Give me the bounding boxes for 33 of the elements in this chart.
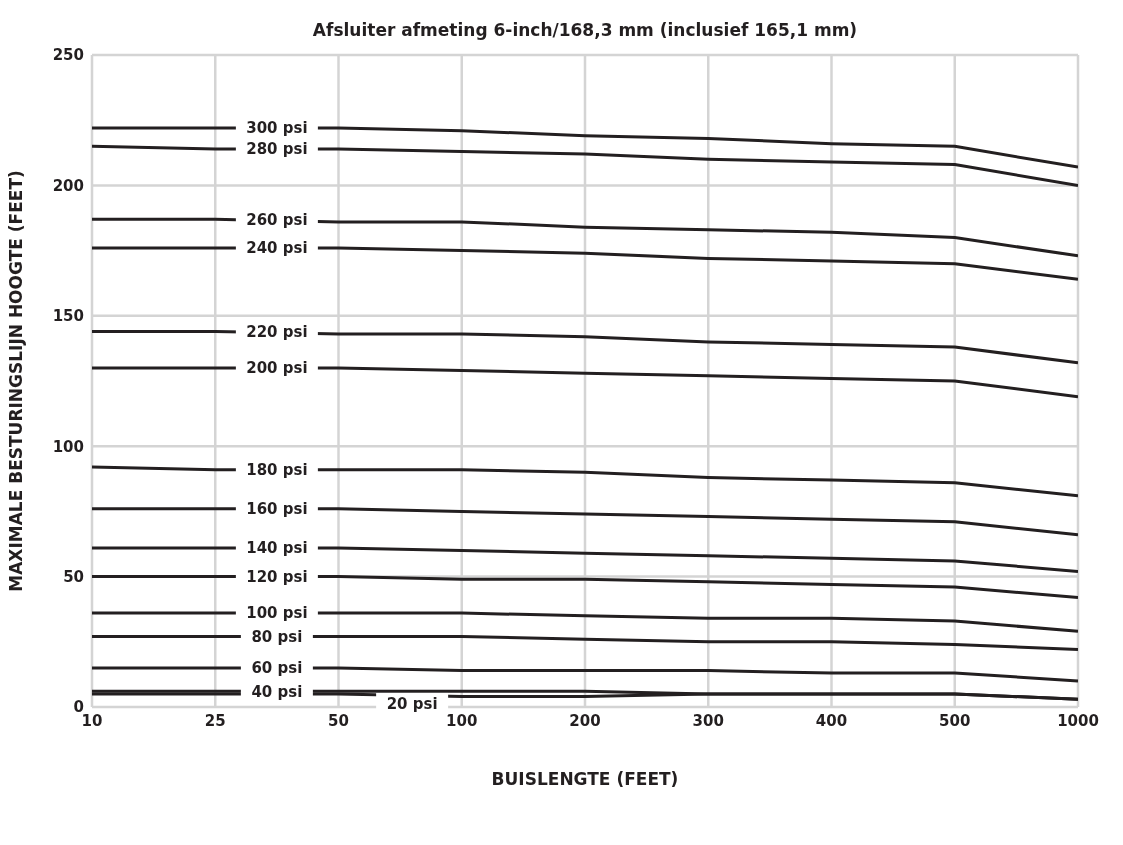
- series-label: 40 psi: [251, 682, 303, 701]
- series-label: 220 psi: [246, 322, 308, 341]
- series-label: 160 psi: [246, 500, 308, 519]
- y-tick-label: 200: [52, 176, 84, 195]
- y-tick-label: 0: [73, 698, 84, 717]
- chart-title: Afsluiter afmeting 6-inch/168,3 mm (inclusief 165,1 mm): [311, 20, 859, 40]
- x-tick-label: 1000: [1057, 711, 1099, 730]
- x-tick-label: 10: [81, 711, 103, 730]
- series-label: 60 psi: [251, 659, 303, 678]
- x-tick-label: 100: [446, 711, 478, 730]
- series-label: 140 psi: [246, 539, 308, 558]
- series-label: 240 psi: [246, 239, 308, 258]
- x-tick-label: 25: [204, 711, 226, 730]
- y-tick-label: 100: [52, 437, 84, 456]
- y-tick-label: 250: [52, 46, 84, 65]
- y-tick-label: 150: [52, 307, 84, 326]
- series-label: 100 psi: [246, 604, 308, 623]
- series-label: 280 psi: [246, 140, 308, 159]
- series-label: 180 psi: [246, 460, 308, 479]
- x-tick-label: 50: [328, 711, 349, 730]
- x-axis-title: BUISLENGTE (FEET): [491, 769, 679, 789]
- x-tick-label: 400: [815, 711, 848, 730]
- series-label: 200 psi: [246, 359, 308, 378]
- x-tick-label: 200: [569, 711, 601, 730]
- series-label: 120 psi: [246, 567, 308, 586]
- y-axis-title: MAXIMALE BESTURINGSLIJN HOOGTE (FEET): [6, 170, 27, 592]
- series-label: 260 psi: [246, 210, 308, 229]
- series-label: 80 psi: [251, 627, 303, 646]
- y-tick-label: 50: [63, 567, 84, 586]
- series-label: 20 psi: [386, 695, 438, 714]
- x-tick-label: 500: [939, 711, 971, 730]
- series-label: 300 psi: [246, 119, 308, 138]
- x-tick-label: 300: [692, 711, 724, 730]
